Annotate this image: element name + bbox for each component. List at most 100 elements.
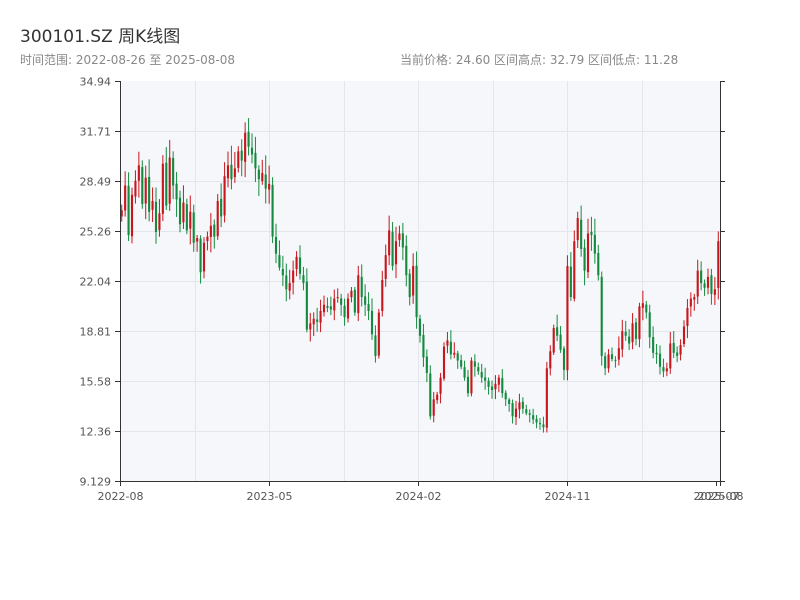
candle-body: [127, 185, 130, 236]
candle-body: [384, 255, 387, 279]
y-tick-label: 34.94: [80, 76, 112, 89]
candle-body: [617, 348, 620, 360]
candle-body: [340, 298, 343, 305]
candle-body: [566, 266, 569, 371]
candle-body: [254, 152, 257, 169]
chart-title: 300101.SZ 周K线图: [20, 27, 181, 47]
candle-body: [350, 290, 353, 298]
candle-body: [398, 233, 401, 241]
candle-body: [501, 378, 504, 394]
candle-body: [662, 367, 665, 372]
candle-body: [247, 131, 250, 147]
candles: [120, 118, 720, 433]
candle-body: [706, 276, 710, 288]
candle-body: [240, 150, 243, 161]
candle-body: [573, 241, 576, 299]
candle-body: [703, 283, 706, 288]
candle-body: [309, 323, 312, 330]
candle-body: [158, 213, 161, 231]
candle-body: [223, 176, 226, 216]
candle-body: [504, 392, 507, 400]
candle-body: [271, 184, 274, 237]
candle-body: [182, 202, 185, 223]
grid-lines: [120, 81, 720, 481]
candle-body: [436, 394, 439, 401]
candle-body: [669, 343, 672, 369]
y-tick-label: 18.81: [80, 326, 112, 339]
candle-body: [196, 238, 199, 242]
candle-body: [388, 230, 391, 256]
candle-body: [381, 279, 384, 312]
candle-body: [233, 168, 236, 178]
candle-body: [329, 306, 332, 310]
candle-body: [353, 289, 356, 313]
candle-body: [528, 413, 531, 415]
candle-body: [408, 273, 411, 298]
candle-body: [237, 151, 240, 168]
candle-body: [401, 233, 404, 248]
candle-body: [655, 352, 658, 355]
candle-body: [226, 165, 230, 179]
candle-body: [333, 298, 336, 311]
candle-body: [652, 337, 655, 353]
candle-body: [518, 402, 521, 410]
candle-body: [418, 318, 422, 336]
x-ticks: 2022-08 2023-05 2024-02 2024-11 2025-072025-…: [98, 481, 743, 503]
candle-body: [490, 386, 494, 391]
candle-body: [682, 326, 686, 345]
candle-body: [442, 346, 446, 379]
candle-body: [538, 423, 542, 425]
candle-body: [521, 401, 524, 409]
candle-body: [604, 356, 607, 369]
candle-body: [439, 377, 442, 394]
candle-body: [710, 275, 713, 294]
candle-body: [278, 255, 281, 268]
candle-body: [432, 399, 435, 416]
x-tick-label: 2023-05: [247, 490, 293, 503]
candle-body: [370, 310, 374, 335]
candle-body: [268, 183, 271, 190]
candle-body: [130, 194, 134, 237]
candle-body: [172, 157, 175, 186]
candle-body: [209, 225, 212, 238]
candle-body: [696, 270, 699, 297]
candle-body: [192, 212, 195, 243]
candle-body: [161, 163, 164, 214]
y-ticks: 9.129 12.36 15.58 18.81 22.04 25.26 28.49 31.71…: [80, 76, 725, 489]
y-tick-label: 9.129: [80, 476, 112, 489]
candle-body: [593, 234, 596, 254]
candle-body: [689, 298, 692, 307]
candle-body: [614, 359, 617, 361]
candle-body: [168, 157, 171, 204]
y-tick-label: 25.26: [80, 226, 112, 239]
candle-body: [600, 276, 603, 356]
y-tick-label: 12.36: [80, 426, 112, 439]
candle-body: [213, 224, 216, 237]
candle-body: [449, 341, 452, 355]
candle-body: [456, 353, 459, 361]
candle-body: [693, 297, 696, 300]
candle-body: [508, 399, 511, 404]
candle-body: [446, 340, 449, 346]
candle-body: [487, 380, 490, 387]
candle-body: [141, 167, 144, 205]
candle-body: [628, 336, 631, 344]
candle-body: [312, 318, 315, 325]
candle-body: [470, 360, 473, 394]
candle-body: [645, 304, 648, 313]
candle-body: [607, 354, 610, 369]
candle-body: [288, 283, 291, 291]
candle-body: [497, 377, 500, 385]
candle-body: [422, 334, 425, 358]
candle-body: [532, 415, 535, 420]
candle-body: [244, 132, 247, 162]
candle-body: [686, 307, 689, 326]
candle-body: [154, 201, 158, 232]
candle-body: [250, 147, 254, 155]
candle-body: [658, 353, 662, 367]
candle-body: [535, 418, 538, 423]
candle-body: [274, 236, 278, 254]
candle-body: [700, 270, 703, 284]
candle-body: [343, 305, 346, 318]
candle-body: [261, 173, 264, 182]
